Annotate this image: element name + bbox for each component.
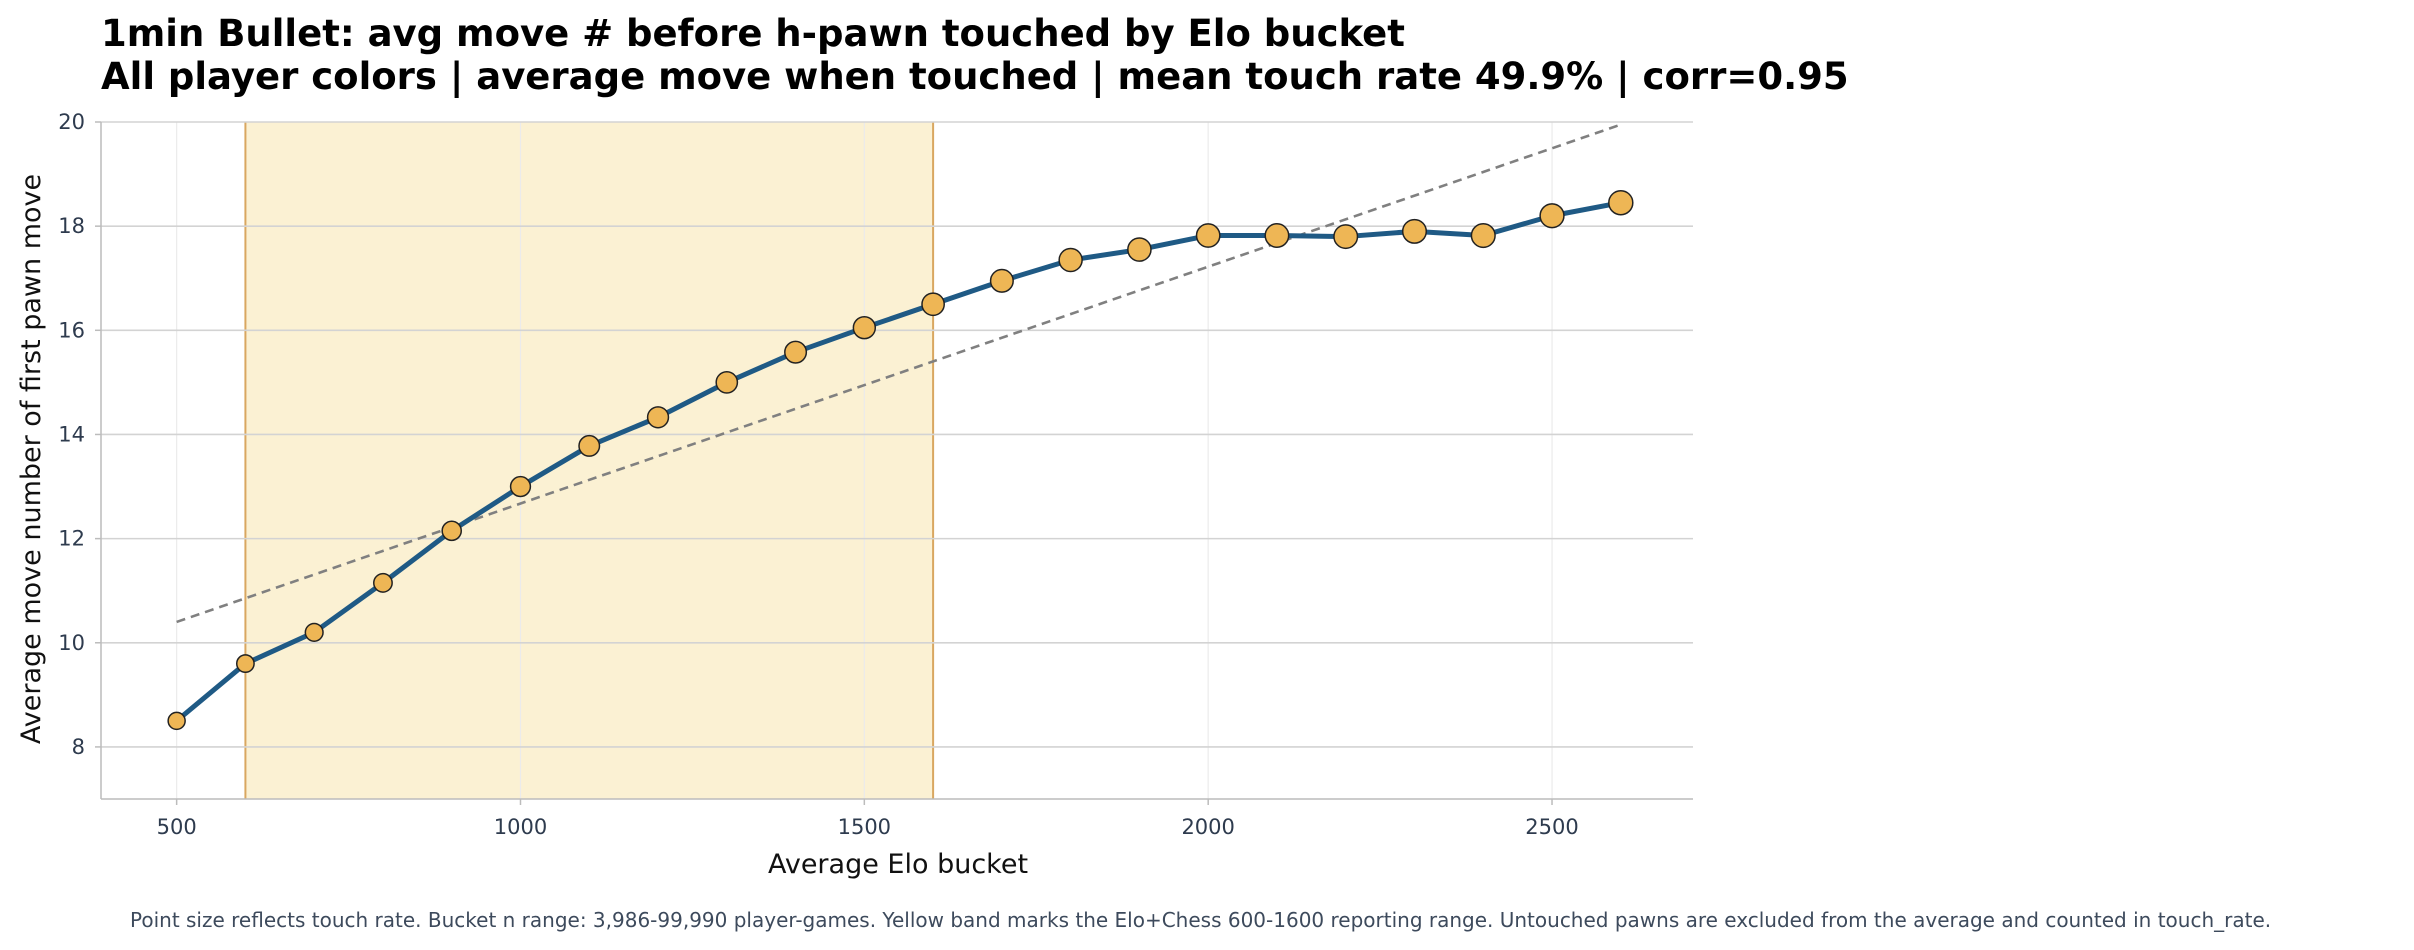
x-tick-label: 1000 (494, 815, 547, 839)
data-point (1127, 237, 1152, 262)
data-point (509, 475, 532, 498)
data-point (167, 711, 186, 731)
caption: Point size reflects touch rate. Bucket n… (130, 908, 2271, 932)
y-tick-label: 20 (58, 110, 85, 134)
tick-label-layer: 500 1000 1500 2000 2500 8 10 12 14 16 18 20 (58, 110, 1578, 839)
highlight-band-layer (244, 122, 935, 799)
data-point (1608, 189, 1634, 216)
data-point (304, 622, 324, 642)
x-tick-label: 500 (157, 815, 197, 839)
data-point (1264, 223, 1290, 248)
y-axis-label: Average move number of first pawn move (16, 174, 47, 744)
chart-title: 1min Bullet: avg move # before h-pawn to… (101, 12, 1405, 55)
data-point (373, 572, 393, 593)
data-point (1333, 224, 1359, 250)
data-point (441, 520, 463, 542)
data-point (1539, 203, 1565, 229)
axes-layer (100, 122, 1693, 800)
data-point (989, 268, 1014, 293)
data-point (646, 406, 670, 429)
y-tick-label: 16 (58, 318, 85, 342)
data-point (921, 292, 945, 317)
y-tick-label: 18 (58, 214, 85, 238)
data-point (784, 340, 808, 364)
series-layer (167, 189, 1634, 731)
x-axis-label: Average Elo bucket (768, 849, 1028, 880)
y-tick-label: 14 (58, 422, 85, 446)
data-point (578, 434, 601, 457)
data-point (1195, 223, 1221, 248)
y-tick-label: 8 (72, 735, 85, 759)
highlight-band (245, 122, 934, 799)
chart-subtitle: All player colors | average move when to… (101, 55, 1849, 98)
data-point (1401, 218, 1428, 244)
data-point (852, 316, 877, 340)
x-tick-label: 2500 (1525, 815, 1578, 839)
data-point (1058, 247, 1083, 273)
x-tick-label: 2000 (1181, 815, 1234, 839)
y-tick-label: 12 (58, 527, 85, 551)
y-tick-label: 10 (58, 631, 85, 655)
data-point (235, 654, 255, 674)
data-point (1470, 222, 1496, 249)
x-tick-label: 1500 (838, 815, 891, 839)
data-point (715, 371, 739, 394)
series-line (174, 200, 1624, 724)
